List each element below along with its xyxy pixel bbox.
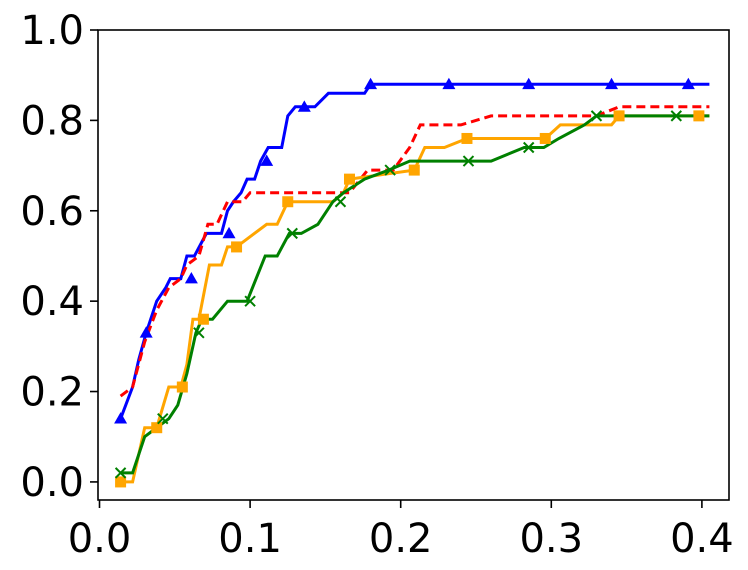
x-tick-label-2: 0.2 — [369, 516, 433, 562]
series-3-marker-2 — [193, 327, 205, 339]
y-axis: 0.0 0.2 0.4 0.6 0.8 1.0 — [20, 8, 98, 506]
series-3-marker-10 — [670, 110, 682, 122]
series-0-marker-9 — [605, 77, 619, 90]
series-3-marker-0 — [114, 467, 127, 479]
y-tick-label-5: 1.0 — [20, 8, 84, 54]
series-line-3 — [120, 114, 710, 475]
series-0-marker-10 — [681, 77, 695, 90]
series-2-marker-11 — [693, 110, 705, 122]
series-2-marker-3 — [197, 313, 209, 325]
series-3-marker-3 — [244, 295, 256, 307]
series-0-marker-7 — [442, 77, 456, 90]
series-0-marker-0 — [114, 412, 128, 424]
x-tick-label-4: 0.4 — [670, 516, 734, 562]
series-3-marker-5 — [334, 196, 347, 208]
series-0-marker-2 — [184, 272, 198, 284]
series-2-marker-4 — [231, 241, 243, 253]
x-tick-label-0: 0.0 — [68, 516, 132, 562]
y-tick-label-0: 0.0 — [20, 460, 84, 506]
series-3-marker-6 — [384, 164, 396, 176]
series-2-marker-7 — [408, 164, 420, 176]
series-0-marker-6 — [364, 77, 378, 90]
y-tick-label-3: 0.6 — [20, 189, 84, 235]
series-2-marker-2 — [176, 381, 188, 393]
x-tick-label-3: 0.3 — [519, 516, 583, 562]
series-2-marker-6 — [343, 173, 355, 185]
y-tick-label-4: 0.8 — [20, 98, 84, 144]
series-2-marker-9 — [539, 132, 551, 144]
plot-frame — [97, 29, 730, 501]
series-0-marker-8 — [522, 77, 536, 90]
series-3-marker-4 — [286, 227, 298, 240]
series-0-marker-5 — [297, 100, 311, 112]
series-2-marker-0 — [115, 476, 127, 488]
y-tick-label-1: 0.2 — [20, 370, 84, 416]
series-2-marker-1 — [151, 422, 163, 434]
series-0-marker-1 — [139, 326, 153, 338]
series-2-marker-8 — [461, 132, 473, 144]
marker-layer — [114, 77, 705, 488]
y-tick-label-2: 0.4 — [20, 279, 84, 325]
series-3-marker-7 — [462, 155, 475, 167]
series-2-marker-5 — [282, 196, 294, 208]
series-0-marker-4 — [260, 154, 274, 166]
series-2-marker-10 — [613, 110, 625, 122]
series-3-marker-1 — [157, 412, 169, 425]
series-3-marker-9 — [590, 110, 603, 122]
series-0-marker-3 — [222, 226, 236, 239]
series-line-1 — [119, 105, 710, 398]
series-3-marker-8 — [522, 141, 535, 154]
x-axis: 0.0 0.1 0.2 0.3 0.4 — [68, 500, 734, 562]
x-tick-label-1: 0.1 — [218, 516, 282, 562]
